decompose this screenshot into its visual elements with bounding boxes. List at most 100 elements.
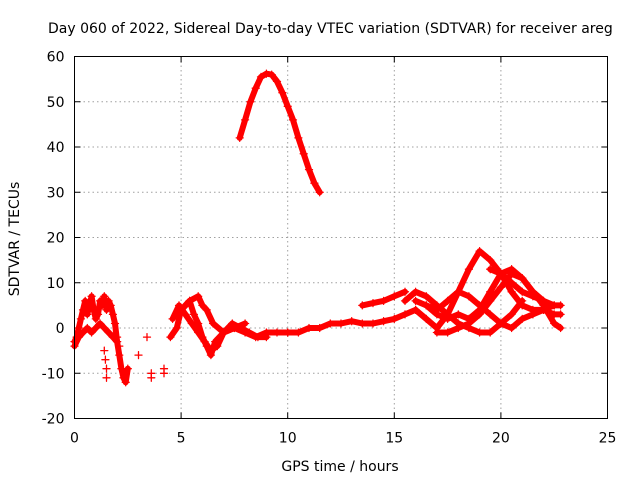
- data-series: [70, 69, 565, 387]
- data-point: [368, 298, 378, 308]
- data-point: [518, 274, 527, 283]
- data-point: [106, 301, 115, 310]
- data-point: [299, 149, 308, 158]
- series-dip-band-c: [176, 292, 250, 337]
- x-tick-label: 15: [385, 431, 403, 447]
- data-point: [304, 323, 314, 333]
- series-band: [236, 70, 323, 196]
- data-point: [102, 373, 111, 382]
- y-tick-label: 20: [47, 231, 65, 247]
- data-point: [112, 332, 122, 342]
- data-point: [379, 296, 388, 306]
- data-point: [81, 296, 90, 306]
- data-point: [294, 133, 303, 143]
- y-tick-label: 0: [56, 321, 65, 337]
- data-point: [475, 310, 484, 319]
- data-point: [507, 278, 516, 287]
- data-point: [411, 296, 420, 306]
- data-point: [95, 296, 105, 306]
- data-point: [443, 310, 452, 319]
- data-point: [91, 314, 100, 324]
- data-point: [454, 310, 463, 319]
- data-point: [83, 323, 92, 333]
- data-point: [422, 314, 431, 324]
- data-point: [556, 323, 565, 333]
- series-early-band-low: [70, 319, 122, 351]
- data-point: [475, 328, 484, 337]
- data-point: [496, 269, 506, 278]
- data-point: [235, 133, 244, 143]
- data-point: [336, 319, 346, 328]
- data-point: [134, 350, 143, 360]
- x-tick-label: 5: [177, 431, 186, 447]
- data-point: [496, 319, 506, 328]
- series-high-arc: [235, 69, 324, 197]
- data-point: [454, 323, 463, 333]
- y-axis-label: SDTVAR / TECUs: [7, 182, 23, 297]
- series-midday-flat: [283, 305, 420, 337]
- series-midday-upper: [358, 287, 410, 310]
- data-point: [102, 364, 111, 373]
- data-point: [432, 328, 442, 337]
- data-point: [102, 305, 111, 315]
- data-point: [98, 301, 107, 310]
- data-point: [507, 310, 516, 319]
- data-point: [76, 314, 86, 324]
- data-point: [121, 378, 130, 387]
- data-point: [198, 301, 207, 310]
- y-tick-label: 50: [47, 95, 65, 111]
- data-point: [486, 255, 495, 265]
- x-axis-label: GPS time / hours: [281, 459, 398, 475]
- data-point: [390, 314, 399, 324]
- data-point: [454, 287, 463, 296]
- data-point: [172, 323, 181, 333]
- data-point: [176, 305, 186, 315]
- data-point: [272, 77, 282, 86]
- data-point: [181, 310, 190, 319]
- data-point: [74, 332, 83, 342]
- data-point: [240, 115, 250, 125]
- data-point: [100, 292, 109, 301]
- data-point: [240, 319, 250, 328]
- data-point: [486, 287, 495, 296]
- x-tick-label: 10: [279, 431, 297, 447]
- data-point: [142, 332, 152, 342]
- data-point: [262, 332, 271, 342]
- data-point: [213, 341, 222, 351]
- y-tick-label: 10: [47, 276, 65, 292]
- plot-frame: [74, 56, 608, 419]
- data-point: [464, 319, 474, 328]
- grid-lines: [74, 56, 608, 419]
- y-tick-label: -10: [42, 366, 65, 382]
- x-tick-label: 25: [599, 431, 617, 447]
- data-point: [104, 296, 113, 306]
- data-point: [486, 328, 495, 337]
- data-point: [87, 328, 96, 337]
- data-point: [267, 70, 276, 79]
- data-point: [78, 305, 88, 315]
- data-point: [93, 310, 103, 319]
- data-point: [194, 292, 203, 301]
- data-point: [256, 72, 266, 82]
- data-point: [288, 115, 298, 125]
- data-point: [486, 310, 495, 319]
- data-point: [262, 69, 271, 78]
- data-point: [475, 301, 484, 310]
- data-point: [168, 314, 177, 324]
- series-late-arc-5: [432, 269, 565, 337]
- data-point: [507, 287, 516, 296]
- data-point: [411, 305, 420, 315]
- data-point: [518, 314, 527, 324]
- data-point: [200, 337, 209, 346]
- data-point: [278, 88, 287, 97]
- data-point: [443, 296, 452, 306]
- data-point: [304, 165, 314, 174]
- data-point: [108, 310, 118, 319]
- data-point: [83, 310, 92, 319]
- data-point: [115, 350, 124, 360]
- data-point: [206, 346, 216, 355]
- series-band: [169, 302, 270, 354]
- data-point: [74, 323, 83, 333]
- data-point: [496, 283, 506, 292]
- data-point: [368, 319, 378, 328]
